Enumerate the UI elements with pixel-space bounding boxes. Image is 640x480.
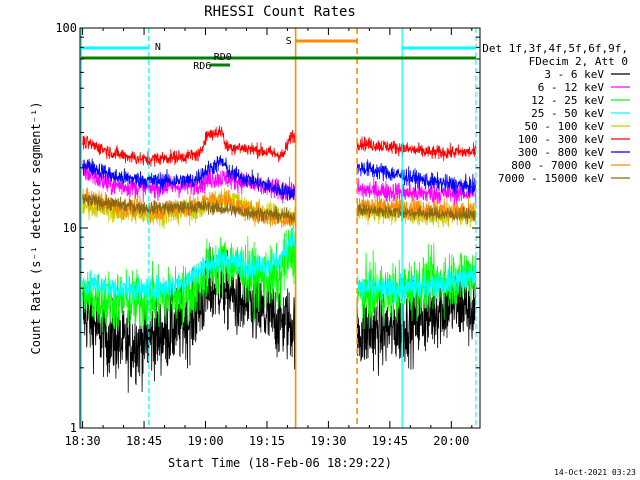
series-12-25-kev-line-1 bbox=[82, 224, 296, 333]
series-3-6-kev-line-1 bbox=[82, 246, 296, 393]
generation-timestamp: 14-Oct-2021 03:23 bbox=[554, 468, 636, 477]
series-100-300-kev-line-1 bbox=[82, 125, 296, 167]
legend-header-line-2: FDecim 2, Att 0 bbox=[529, 55, 628, 68]
series-6-12-kev-line-2 bbox=[356, 175, 477, 207]
legend-header-line-1: Det 1f,3f,4f,5f,6f,9f, bbox=[482, 42, 628, 55]
series-100-300-kev-line-2 bbox=[356, 136, 477, 162]
chart-title: RHESSI Count Rates bbox=[204, 4, 356, 20]
x-tick-label: 19:30 bbox=[310, 434, 346, 448]
series-300-800-kev-line-1 bbox=[82, 155, 296, 201]
legend-label-12-25-kev: 12 - 25 keV bbox=[531, 94, 604, 107]
marker-layer bbox=[80, 28, 477, 428]
saa-label: S bbox=[286, 36, 292, 47]
legend-layer: Det 1f,3f,4f,5f,6f,9f,FDecim 2, Att 03 -… bbox=[482, 42, 630, 185]
x-tick-label: 19:45 bbox=[372, 434, 408, 448]
legend-label-7000-15000-kev: 7000 - 15000 keV bbox=[498, 172, 604, 185]
legend-label-800-7000-kev: 800 - 7000 keV bbox=[511, 159, 604, 172]
y-axis-title-text: Count Rate (s⁻¹ detector segment⁻¹) bbox=[29, 102, 43, 355]
series-7000-15000-kev-line-2 bbox=[356, 202, 477, 224]
legend-label-25-50-kev: 25 - 50 keV bbox=[531, 107, 604, 120]
legend-label-300-800-kev: 300 - 800 keV bbox=[518, 146, 604, 159]
attenuator-label-rd0: RD0 bbox=[214, 52, 232, 63]
series-7000-15000-kev-line-1 bbox=[82, 194, 296, 226]
x-tick-label: 18:45 bbox=[126, 434, 162, 448]
y-tick-label: 1 bbox=[70, 421, 77, 435]
legend-label-50-100-kev: 50 - 100 keV bbox=[525, 120, 605, 133]
series-25-50-kev-line-2 bbox=[356, 264, 477, 306]
legend-label-3-6-kev: 3 - 6 keV bbox=[544, 68, 604, 81]
series-25-50-kev-line-1 bbox=[82, 226, 296, 305]
axes-layer: 18:30 18:45 19:00 19:15 19:30 19:45 20:00 1 10 10… bbox=[55, 21, 481, 448]
y-tick-label: 100 bbox=[55, 21, 77, 35]
y-tick-label: 10 bbox=[63, 221, 77, 235]
y-axis-title: Count Rate (s⁻¹ detector segment⁻¹) bbox=[29, 102, 43, 355]
legend-label-100-300-kev: 100 - 300 keV bbox=[518, 133, 604, 146]
x-tick-label: 20:00 bbox=[433, 434, 469, 448]
series-300-800-kev-line-2 bbox=[356, 159, 477, 197]
x-axis-title: Start Time (18-Feb-06 18:29:22) bbox=[168, 456, 392, 470]
legend-label-6-12-kev: 6 - 12 keV bbox=[538, 81, 605, 94]
x-tick-label: 18:30 bbox=[65, 434, 101, 448]
x-tick-label: 19:15 bbox=[249, 434, 285, 448]
attenuator-label-rd6: RD6 bbox=[193, 61, 211, 72]
night-label: N bbox=[155, 42, 161, 53]
series-layer bbox=[82, 125, 477, 393]
x-tick-label: 19:00 bbox=[187, 434, 223, 448]
series-800-7000-kev-line-2 bbox=[356, 194, 477, 223]
